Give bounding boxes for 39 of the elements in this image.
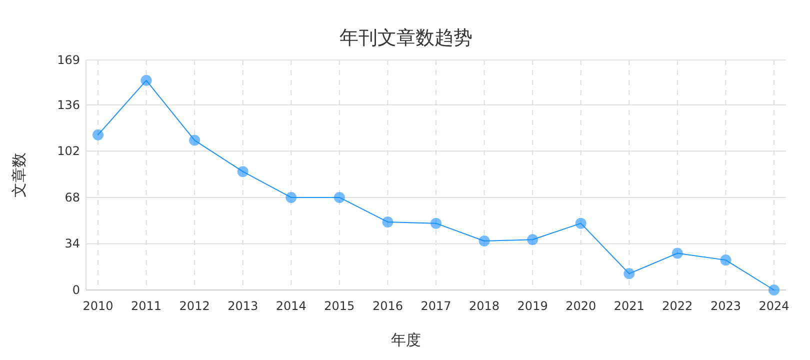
x-tick-label: 2021 xyxy=(614,299,644,313)
point xyxy=(140,74,152,86)
x-tick-label: 2019 xyxy=(517,299,548,313)
point xyxy=(237,166,248,178)
x-axis-title: 年度 xyxy=(391,331,421,349)
y-tick-label: 102 xyxy=(57,144,80,158)
x-tick-label: 2024 xyxy=(758,299,790,313)
point xyxy=(92,129,104,140)
x-tick-label: 2014 xyxy=(276,299,306,313)
x-tick-label: 2020 xyxy=(566,299,596,313)
point xyxy=(768,284,780,296)
point xyxy=(334,192,345,203)
x-tick-label: 2010 xyxy=(82,299,114,313)
y-tick-label: 136 xyxy=(57,98,80,112)
x-tick-label: 2023 xyxy=(710,299,741,313)
x-tick-label: 2018 xyxy=(469,299,500,313)
point xyxy=(720,254,732,266)
y-tick-label: 0 xyxy=(72,283,80,297)
y-axis-title: 文章数 xyxy=(10,152,28,198)
x-tick-label: 2011 xyxy=(131,299,162,313)
x-tick-label: 2015 xyxy=(324,299,355,313)
point xyxy=(189,134,200,146)
y-tick-label: 169 xyxy=(57,53,80,67)
x-tick-label: 2022 xyxy=(662,299,693,313)
point xyxy=(672,248,683,259)
chart-title: 年刊文章数趋势 xyxy=(340,27,472,49)
point xyxy=(575,218,586,229)
x-tick-label: 2013 xyxy=(228,299,258,313)
y-tick-label: 68 xyxy=(64,190,80,204)
x-tick-label: 2017 xyxy=(420,299,452,313)
point xyxy=(382,216,394,228)
point xyxy=(478,236,490,247)
point xyxy=(430,218,442,229)
x-tick-label: 2016 xyxy=(372,299,403,313)
y-tick-label: 34 xyxy=(64,236,80,251)
point xyxy=(527,234,538,246)
point xyxy=(624,268,635,280)
point xyxy=(286,192,297,203)
x-tick-label: 2012 xyxy=(179,299,210,313)
